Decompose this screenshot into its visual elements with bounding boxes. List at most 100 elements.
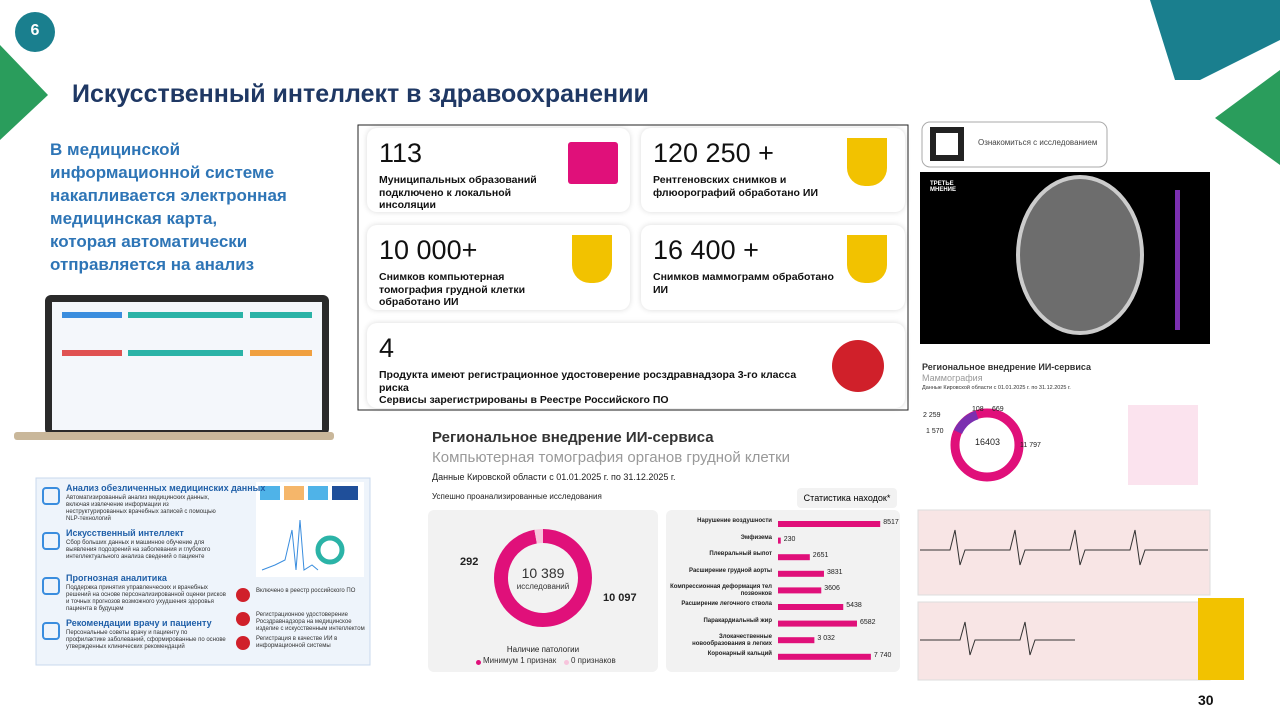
donut-center-value: 10 389 [521, 565, 565, 581]
feature-icon [42, 487, 60, 505]
screen-block [250, 350, 312, 356]
mammo-subtitle: Маммография [922, 373, 983, 383]
stat-number: 4 [379, 333, 395, 363]
ct-title: Региональное внедрение ИИ-сервиса [432, 429, 714, 446]
decor-shape [1215, 70, 1280, 165]
screen-block [250, 312, 312, 318]
screen-block [62, 312, 122, 318]
emblem [1198, 598, 1244, 680]
bar [778, 521, 881, 527]
registry-icon [236, 636, 250, 650]
mammo-number: 108 [972, 406, 984, 413]
dashboard-chart [315, 535, 345, 565]
dashboard-tile [260, 486, 280, 500]
stat-number: 120 250 + [653, 138, 774, 168]
intro-line: медицинская карта, [50, 209, 218, 228]
legend-swatch [476, 660, 481, 665]
feature-text: Сбор больших данных и машинное обучение … [66, 540, 211, 560]
coat-of-arms [832, 340, 884, 392]
mammo-number: 2 259 [923, 412, 941, 419]
feature-title: Рекомендации врачу и пациенту [66, 618, 212, 628]
stat-text: Рентгеновских снимков и флюорографий обр… [653, 174, 818, 199]
feature-icon [42, 532, 60, 550]
ct-scan [1016, 175, 1144, 335]
legend-title: Наличие патологии [506, 645, 580, 654]
bar [778, 537, 781, 544]
legend-entry: 0 признаков [571, 656, 616, 665]
ecg [917, 509, 1211, 596]
feature-text: Автоматизированный анализ медицинских да… [66, 495, 216, 522]
bar-label: Паракардиальный жир [703, 617, 772, 624]
ecg-trace [920, 621, 1075, 656]
bar [778, 587, 822, 594]
segment-label: 292 [460, 556, 479, 568]
hospital-icon [568, 142, 618, 184]
dashboard-tile [332, 486, 358, 500]
bar-label: Расширение грудной аорты [689, 567, 772, 574]
decor-shape [0, 45, 48, 140]
bar-label: Плевральный выпот [709, 551, 772, 558]
laptop-screen [52, 302, 322, 430]
bar [778, 637, 815, 644]
stat-number: 113 [379, 138, 423, 168]
bar-value: 6582 [859, 618, 876, 626]
bar-value: 3606 [824, 585, 840, 593]
bar [778, 653, 871, 660]
feature-title: Искусственный интеллект [66, 528, 184, 538]
legend-swatch [564, 660, 569, 665]
stat-text: Снимков маммограмм обработано ИИ [653, 271, 834, 296]
qr-box [921, 121, 1108, 168]
panel [428, 510, 658, 672]
qr-code [936, 133, 958, 155]
bar [778, 604, 844, 610]
screen-block [128, 312, 243, 318]
brand: ТРЕТЬЕ МНЕНИЕ [930, 181, 956, 193]
bar-label: Компрессионная деформация тел позвонков [670, 584, 772, 597]
qr-caption: Ознакомиться с исследованием [978, 138, 1098, 147]
screen-block [128, 350, 243, 356]
mammo-donut [950, 408, 1024, 482]
bar [778, 554, 810, 561]
registry-text: Регистрационное удостоверение Росздравна… [256, 612, 365, 632]
ct-scale [1175, 190, 1180, 330]
registry-text: Включено в реестр российского ПО [256, 588, 356, 594]
registry-icon [236, 588, 250, 602]
stat-text: Снимков компьютерная томография грудной … [379, 271, 526, 308]
stat-number: 16 400 + [653, 235, 759, 265]
bar [778, 620, 857, 627]
mammo-donut [953, 410, 979, 435]
dashboard-tile [308, 486, 328, 500]
slide-number: 6 [30, 22, 40, 39]
stats-frame [357, 124, 909, 411]
bar-label: Нарушение воздушности [697, 518, 772, 524]
bar-label: Коронарный кальций [707, 650, 772, 657]
legend-entry: Минимум 1 признак [483, 656, 557, 665]
donut-segment [494, 529, 592, 627]
ecg-trace [920, 529, 1208, 566]
bars-title: Статистика находок* [797, 488, 897, 508]
mammo-number: 669 [992, 406, 1004, 413]
mammo-bars [1128, 405, 1198, 485]
intro-line: которая автоматически [50, 232, 248, 251]
intro-line: накапливается электронная [50, 186, 287, 205]
feature-text: Поддержка принятия управленческих и врач… [66, 585, 226, 612]
stat-text: Продукта имеют регистрационное удостовер… [379, 369, 797, 394]
feature-icon [42, 622, 60, 640]
mammo-number: 11 797 [1020, 442, 1041, 449]
mammo-title: Региональное внедрение ИИ-сервиса [922, 362, 1091, 372]
laptop-base [14, 432, 334, 440]
slide-title: Искусственный интеллект в здравоохранени… [72, 80, 649, 108]
feature-text: Персональные советы врачу и пациенту по … [66, 630, 226, 650]
bar-value: 230 [783, 535, 796, 543]
emblem [847, 235, 887, 283]
donut-caption: Успешно проанализированные исследования [432, 492, 602, 501]
page-number: 30 [1198, 692, 1214, 708]
ecg [917, 601, 1211, 681]
mammo-number: 16403 [975, 437, 1001, 447]
feature-title: Прогнозная аналитика [66, 573, 167, 583]
stat-text: Муниципальных образований подключено к л… [379, 174, 537, 211]
bar-label: Расширение легочного ствола [681, 601, 772, 607]
stat-number: 10 000+ [379, 235, 478, 265]
ct-period: Данные Кировской области с 01.01.2025 г.… [432, 472, 676, 482]
decor-shape [1150, 0, 1280, 80]
